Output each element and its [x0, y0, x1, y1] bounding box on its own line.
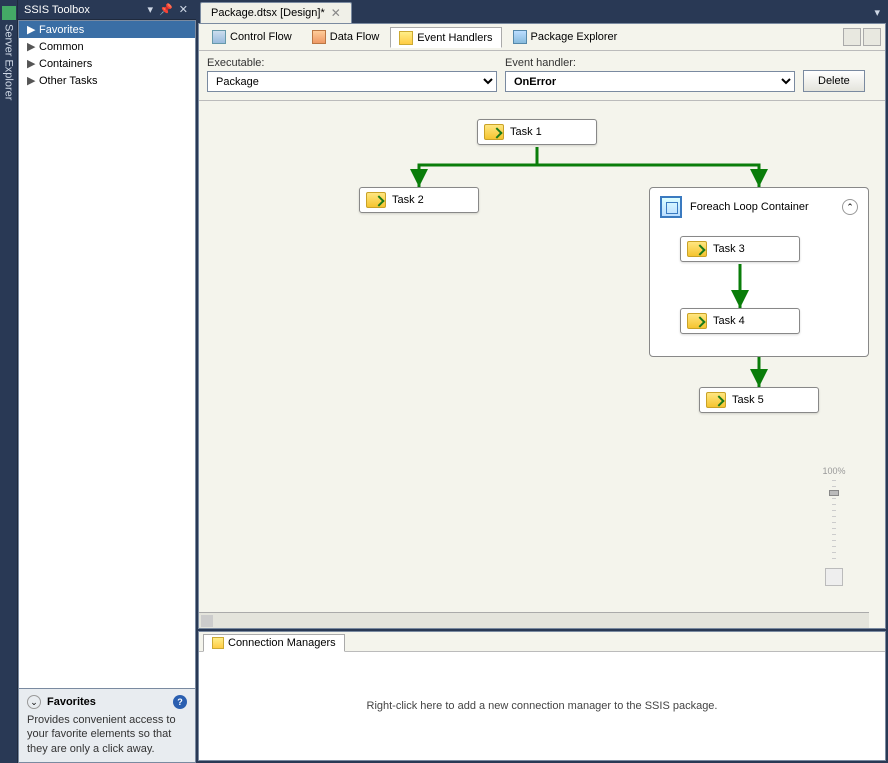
document-tab-package[interactable]: Package.dtsx [Design]* ✕: [200, 2, 352, 23]
expand-arrow-icon: ▶: [27, 57, 35, 70]
toolbox-toggle-button[interactable]: [863, 28, 881, 46]
tab-label: Data Flow: [330, 31, 380, 43]
close-tab-icon[interactable]: ✕: [331, 6, 341, 20]
data-flow-icon: [312, 30, 326, 44]
zoom-slider[interactable]: [832, 480, 836, 564]
task-icon: [366, 192, 386, 208]
event-handler-select[interactable]: OnError: [505, 71, 795, 92]
task-icon: [687, 313, 707, 329]
container-collapse-icon[interactable]: ⌃: [842, 199, 858, 215]
toolbox-desc-title: Favorites: [47, 696, 96, 708]
tab-label: Package Explorer: [531, 31, 618, 43]
cm-hint: Right-click here to add a new connection…: [367, 700, 718, 712]
task-label: Task 2: [392, 194, 424, 206]
toolbox-category-label: Containers: [39, 58, 92, 70]
task-icon: [706, 392, 726, 408]
vertical-scrollbar[interactable]: [869, 101, 885, 612]
task-node-5[interactable]: Task 5: [699, 387, 819, 413]
toolbox-pin-button[interactable]: 📌: [157, 3, 175, 16]
toolbox-category-label: Favorites: [39, 24, 84, 36]
toolbox-category-containers[interactable]: ▶ Containers: [19, 55, 195, 72]
delete-button[interactable]: Delete: [803, 70, 865, 92]
zoom-fit-button[interactable]: [825, 568, 843, 586]
toolbox-category-label: Common: [39, 41, 84, 53]
server-explorer-label: Server Explorer: [3, 24, 15, 100]
package-explorer-icon: [513, 30, 527, 44]
control-flow-icon: [212, 30, 226, 44]
document-tab-label: Package.dtsx [Design]*: [211, 7, 325, 19]
connection-managers-icon: [212, 637, 224, 649]
connection-managers-body[interactable]: Right-click here to add a new connection…: [199, 652, 885, 760]
task-icon: [687, 241, 707, 257]
tab-data-flow[interactable]: Data Flow: [303, 27, 389, 47]
task-label: Task 3: [713, 243, 745, 255]
event-handler-config: Executable: Package Event handler: OnErr…: [199, 51, 885, 101]
ssis-toolbox-panel: SSIS Toolbox ▾ 📌 ✕ ▶ Favorites ▶ Common …: [18, 0, 196, 763]
executable-label: Executable:: [207, 57, 497, 69]
toolbox-category-favorites[interactable]: ▶ Favorites: [19, 21, 195, 38]
document-tabs: Package.dtsx [Design]* ✕ ▾: [196, 0, 888, 23]
task-icon: [484, 124, 504, 140]
toolbox-description-panel: ⌄ Favorites ? Provides convenient access…: [18, 689, 196, 763]
event-handler-label: Event handler:: [505, 57, 795, 69]
server-explorer-sidebar[interactable]: Server Explorer: [0, 0, 18, 763]
variables-button[interactable]: [843, 28, 861, 46]
zoom-label: 100%: [822, 466, 845, 476]
connection-managers-panel: Connection Managers Right-click here to …: [198, 631, 886, 761]
chevron-down-icon[interactable]: ⌄: [27, 695, 41, 709]
canvas-wrap: Task 1 Task 2 Foreach Loop Container ⌃: [199, 101, 885, 628]
toolbox-title: SSIS Toolbox: [24, 4, 90, 16]
tab-control-flow[interactable]: Control Flow: [203, 27, 301, 47]
cm-tab-label: Connection Managers: [228, 637, 336, 649]
designer-canvas[interactable]: Task 1 Task 2 Foreach Loop Container ⌃: [199, 101, 869, 612]
event-handlers-icon: [399, 31, 413, 45]
foreach-loop-container[interactable]: Foreach Loop Container ⌃: [649, 187, 869, 357]
toolbox-dropdown-button[interactable]: ▾: [146, 3, 156, 16]
tab-label: Event Handlers: [417, 32, 492, 44]
zoom-control: 100%: [821, 466, 847, 586]
toolbox-category-label: Other Tasks: [39, 75, 98, 87]
container-label: Foreach Loop Container: [690, 201, 809, 213]
designer-tabs: Control Flow Data Flow Event Handlers Pa…: [199, 24, 885, 51]
main-area: Package.dtsx [Design]* ✕ ▾ Control Flow …: [196, 0, 888, 763]
toolbox-tree: ▶ Favorites ▶ Common ▶ Containers ▶ Othe…: [18, 20, 196, 689]
expand-arrow-icon: ▶: [27, 74, 35, 87]
task-node-1[interactable]: Task 1: [477, 119, 597, 145]
expand-arrow-icon: ▶: [27, 40, 35, 53]
designer-surface: Control Flow Data Flow Event Handlers Pa…: [198, 23, 886, 629]
foreach-container-icon: [660, 196, 682, 218]
tab-connection-managers[interactable]: Connection Managers: [203, 634, 345, 652]
task-label: Task 5: [732, 394, 764, 406]
toolbox-category-common[interactable]: ▶ Common: [19, 38, 195, 55]
help-icon[interactable]: ?: [173, 695, 187, 709]
expand-arrow-icon: ▶: [27, 23, 35, 36]
toolbox-desc-text: Provides convenient access to your favor…: [27, 713, 187, 756]
task-label: Task 4: [713, 315, 745, 327]
toolbox-titlebar: SSIS Toolbox ▾ 📌 ✕: [18, 0, 196, 20]
executable-select[interactable]: Package: [207, 71, 497, 92]
horizontal-scrollbar[interactable]: [199, 612, 869, 628]
zoom-thumb[interactable]: [829, 490, 839, 496]
document-tabs-menu[interactable]: ▾: [874, 6, 884, 19]
server-explorer-icon: [2, 6, 16, 20]
task-node-3[interactable]: Task 3: [680, 236, 800, 262]
task-node-4[interactable]: Task 4: [680, 308, 800, 334]
tab-package-explorer[interactable]: Package Explorer: [504, 27, 627, 47]
toolbox-category-other-tasks[interactable]: ▶ Other Tasks: [19, 72, 195, 89]
task-node-2[interactable]: Task 2: [359, 187, 479, 213]
tab-event-handlers[interactable]: Event Handlers: [390, 27, 501, 48]
task-label: Task 1: [510, 126, 542, 138]
toolbox-close-button[interactable]: ✕: [177, 3, 190, 16]
tab-label: Control Flow: [230, 31, 292, 43]
